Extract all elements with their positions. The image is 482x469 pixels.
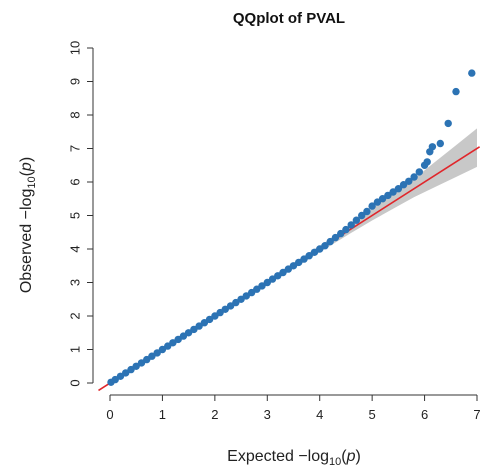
x-tick-label: 3 <box>264 407 271 422</box>
data-point <box>122 369 130 377</box>
data-point <box>148 352 156 360</box>
data-point <box>305 252 313 260</box>
data-point <box>258 282 266 290</box>
data-point <box>368 202 376 210</box>
axis-label-paren-close: ) <box>356 448 361 465</box>
axis-label-text: Expected −log <box>227 448 329 465</box>
y-tick-label: 0 <box>68 379 83 386</box>
y-tick-label: 4 <box>68 245 83 252</box>
data-point <box>358 211 366 220</box>
data-points <box>107 69 476 386</box>
y-tick-label: 2 <box>68 312 83 319</box>
data-point <box>394 185 403 193</box>
x-tick-label: 5 <box>369 407 376 422</box>
x-tick-label: 2 <box>211 407 218 422</box>
y-tick-label: 5 <box>68 212 83 219</box>
axis-label-variable: p <box>18 162 35 172</box>
x-tick-label: 1 <box>159 407 166 422</box>
x-axis: 0 1 2 3 4 5 6 7 <box>106 394 481 422</box>
axis-label-paren-open: ( <box>18 170 35 176</box>
data-point <box>132 362 140 370</box>
data-point <box>184 329 193 337</box>
y-tick-label: 1 <box>68 346 83 353</box>
data-point <box>321 242 329 250</box>
data-point <box>295 258 303 267</box>
x-axis-label: Expected −log10(p) <box>227 448 361 468</box>
axis-label-subscript: 10 <box>26 176 38 188</box>
data-point <box>452 87 460 96</box>
x-tick-label: 4 <box>316 407 323 422</box>
data-point <box>378 195 387 203</box>
data-point <box>279 268 287 277</box>
data-point <box>111 375 119 384</box>
data-point <box>423 158 431 166</box>
data-point <box>444 119 452 128</box>
data-point <box>331 233 340 242</box>
data-point <box>347 221 355 229</box>
axis-label-text: Observed −log <box>18 189 35 294</box>
data-point <box>158 345 167 354</box>
data-point <box>232 298 240 307</box>
y-tick-label: 3 <box>68 279 83 286</box>
y-tick-label: 9 <box>68 78 83 85</box>
y-tick-label: 6 <box>68 178 83 185</box>
x-tick-label: 6 <box>421 407 428 422</box>
data-point <box>352 216 361 224</box>
data-point <box>415 168 423 176</box>
data-point <box>428 143 437 151</box>
data-point <box>316 245 324 253</box>
axis-label-variable: p <box>346 448 356 465</box>
y-axis-label: Observed −log10(p) <box>18 157 38 293</box>
data-point <box>205 315 214 324</box>
axis-label-paren-close: ) <box>18 157 35 162</box>
axis-label-paren-open: ( <box>341 448 347 465</box>
y-tick-label: 8 <box>68 111 83 118</box>
data-point <box>242 292 250 300</box>
data-point <box>436 139 444 148</box>
x-tick-label: 7 <box>473 407 480 422</box>
data-point <box>169 339 177 347</box>
data-point <box>389 188 397 196</box>
data-point <box>326 237 334 246</box>
data-point <box>337 229 345 238</box>
axis-label-subscript: 10 <box>329 456 341 468</box>
data-point <box>221 305 229 313</box>
x-tick-label: 0 <box>106 407 113 422</box>
data-point <box>410 173 418 181</box>
y-tick-label: 7 <box>68 145 83 152</box>
data-point <box>268 275 277 283</box>
data-point <box>342 225 350 234</box>
data-point <box>468 69 476 77</box>
chart-title: QQplot of PVAL <box>233 10 345 27</box>
data-point <box>363 207 371 216</box>
data-point <box>405 177 413 185</box>
data-point <box>195 322 203 330</box>
y-axis: 0 1 2 3 4 5 6 7 8 9 10 <box>68 41 94 387</box>
y-tick-label: 10 <box>68 41 83 55</box>
